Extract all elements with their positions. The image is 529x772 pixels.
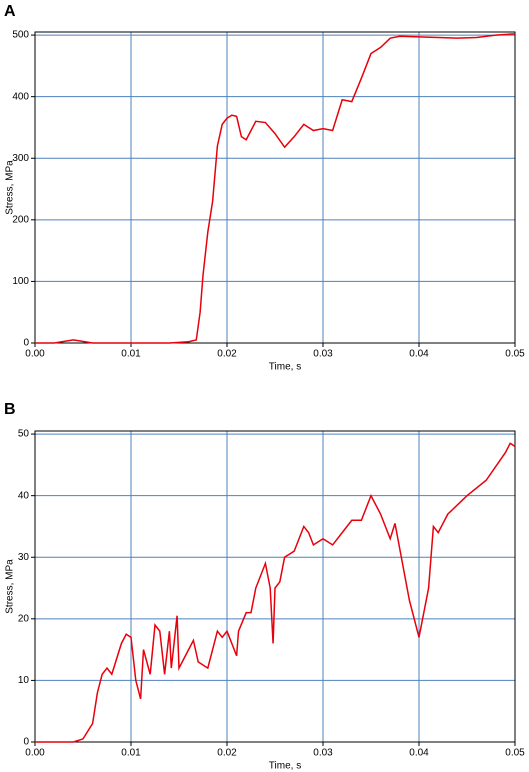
- x-tick-label: 0.03: [313, 349, 333, 360]
- y-tick-label: 0: [23, 737, 29, 748]
- y-tick-label: 100: [12, 276, 29, 287]
- y-tick-label: 50: [18, 429, 30, 440]
- x-tick-label: 0.05: [505, 748, 525, 759]
- x-tick-label: 0.03: [313, 748, 333, 759]
- x-tick-label: 0.01: [121, 748, 141, 759]
- x-tick-label: 0.02: [217, 349, 237, 360]
- plot-frame: [34, 430, 516, 743]
- panel-label: A: [4, 3, 16, 20]
- x-tick-label: 0.05: [505, 349, 525, 360]
- y-tick-label: 20: [18, 613, 30, 624]
- y-tick-label: 300: [12, 153, 29, 164]
- y-tick-label: 30: [18, 552, 30, 563]
- y-axis-label: Stress, MPa: [5, 160, 16, 215]
- x-tick-label: 0.02: [217, 748, 237, 759]
- x-tick-label: 0.04: [409, 349, 429, 360]
- x-axis-label: Time, s: [269, 362, 301, 373]
- x-tick-label: 0.00: [25, 748, 45, 759]
- plot-frame: [34, 31, 516, 344]
- x-tick-label: 0.00: [25, 349, 45, 360]
- x-axis-label: Time, s: [269, 761, 301, 772]
- y-tick-label: 200: [12, 214, 29, 225]
- y-axis-label: Stress, MPa: [5, 559, 16, 614]
- x-tick-label: 0.04: [409, 748, 429, 759]
- y-tick-label: 500: [12, 30, 29, 41]
- y-tick-label: 40: [18, 490, 30, 501]
- y-tick-label: 0: [23, 338, 29, 349]
- x-tick-label: 0.01: [121, 349, 141, 360]
- data-line: [35, 33, 516, 344]
- panel-label: B: [4, 401, 16, 418]
- y-tick-label: 400: [12, 91, 29, 102]
- data-line: [35, 442, 516, 743]
- y-tick-label: 10: [18, 675, 30, 686]
